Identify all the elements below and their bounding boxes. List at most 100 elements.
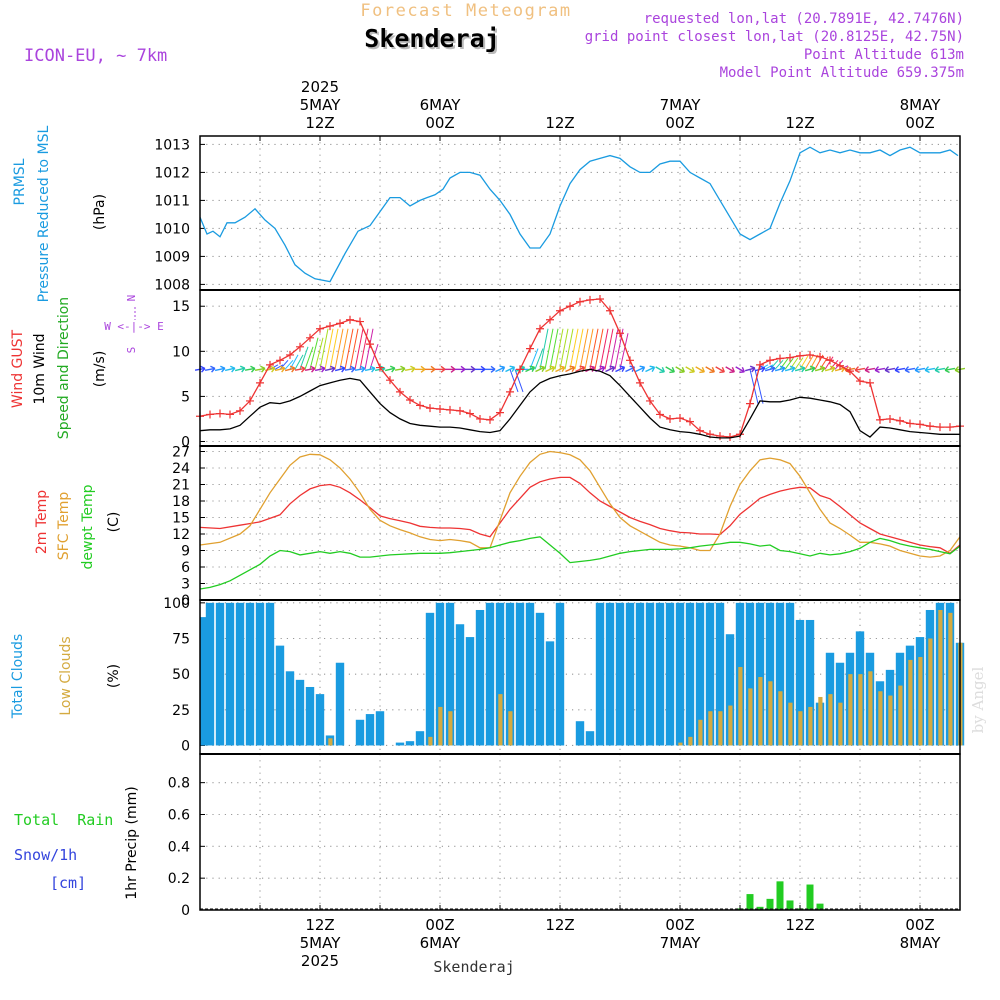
- gust-marker-56: [756, 360, 764, 369]
- ytick-2-7: 21: [172, 478, 190, 494]
- gust-marker-23: [426, 404, 434, 413]
- wind-dir-arrow-head-76: [954, 366, 960, 374]
- wind-dir-arrow-head-40: [599, 365, 606, 372]
- low-cloud-bar-57: [768, 681, 773, 746]
- gust-marker-18: [376, 363, 384, 372]
- wind-dir-arrow-head-21: [410, 365, 416, 373]
- low-cloud-bar-75: [948, 612, 953, 746]
- gust-marker-11: [306, 333, 314, 342]
- wind-dir-arrow-shaft-14: [334, 367, 346, 372]
- series-line-dewpt-temp: [199, 536, 961, 590]
- wind-dir-arrow-shaft-15: [344, 367, 356, 371]
- gust-marker-24: [436, 405, 444, 414]
- panel-frame-2: [199, 445, 961, 601]
- wind-hatch-0-17: [369, 343, 379, 370]
- wind-hatch-2-58.5: [784, 358, 794, 370]
- wind-hatch-1-39: [589, 328, 599, 370]
- gust-marker-64: [836, 361, 844, 370]
- total-cloud-bar-16: [355, 719, 365, 746]
- gust-marker-74: [936, 423, 944, 432]
- wind-dir-arrow-head-0: [200, 365, 206, 373]
- gust-marker-17: [366, 340, 374, 349]
- gust-marker-37: [566, 302, 574, 311]
- total-cloud-bar-50: [695, 602, 705, 746]
- wind-dir-arrow-head-69: [884, 366, 890, 374]
- total-cloud-bar-27: [465, 637, 475, 746]
- gust-marker-38: [576, 297, 584, 306]
- ytick-2-2: 6: [181, 560, 190, 576]
- total-cloud-bar-22: [415, 731, 425, 746]
- wind-dir-arrow-12: [314, 365, 326, 373]
- ytick-2-1: 3: [181, 577, 190, 593]
- wind-dir-arrow-68: [874, 366, 886, 374]
- wind-dir-arrow-shaft-38: [575, 366, 585, 373]
- low-cloud-bar-59: [788, 702, 793, 746]
- gust-marker-68: [876, 415, 884, 424]
- ytick-3-3: 75: [172, 632, 190, 648]
- wind-hatch-0-12.5: [324, 328, 334, 370]
- gust-marker-19: [386, 376, 394, 385]
- wind-dir-arrow-shaft-10: [294, 367, 306, 371]
- rain-bar-1: [746, 894, 754, 910]
- series-line-10m-wind: [199, 368, 960, 439]
- plot-layer: 1008100910101011101210130510150369121518…: [154, 78, 966, 970]
- low-cloud-bar-31: [508, 711, 513, 746]
- wind-dir-arrow-20: [394, 365, 406, 373]
- wind-hatch-0-9.5: [294, 354, 304, 370]
- time-bottom-0-1: 5MAY: [300, 934, 342, 952]
- low-cloud-bar-56: [758, 677, 763, 746]
- panel-1: 0 5 10 15: [172, 289, 966, 450]
- wind-hatch-0-15.5: [354, 328, 364, 370]
- wind-dir-arrow-head-68: [874, 366, 880, 374]
- low-cloud-bar-51: [708, 711, 713, 746]
- ytick-3-1: 25: [172, 703, 190, 719]
- wind-dir-arrow-head-54: [739, 366, 745, 374]
- wind-dir-arrow-head-44: [639, 365, 646, 372]
- total-cloud-bar-8: [275, 645, 285, 746]
- total-cloud-bar-29: [485, 602, 495, 746]
- gust-marker-42: [616, 329, 624, 338]
- gust-marker-27: [466, 409, 474, 418]
- wind-dir-arrow-45: [645, 365, 656, 373]
- panel-frame-0: [199, 135, 961, 291]
- low-cloud-bar-64: [838, 702, 843, 746]
- wind-dir-arrow-shaft-62: [814, 367, 826, 372]
- low-cloud-bar-61: [808, 706, 813, 746]
- wind-dir-arrow-head-50: [699, 366, 705, 374]
- wind-dir-arrow-shaft-9: [284, 367, 296, 372]
- time-bottom-3-1: 7MAY: [660, 934, 702, 952]
- label-percent: (%): [106, 664, 122, 688]
- time-top-5-1: 00Z: [905, 114, 934, 132]
- wind-dir-arrow-head-56: [759, 365, 766, 373]
- wind-dir-arrow-shaft-51: [705, 366, 715, 373]
- wind-dir-arrow-head-4: [239, 365, 246, 373]
- wind-dir-arrow-head-57: [769, 365, 776, 373]
- panel-3: 0 25 50 75 100: [163, 596, 965, 755]
- wind-hatch-1-41: [609, 328, 619, 370]
- wind-hatch-0-8: [279, 360, 289, 370]
- time-bottom-1-0: 00Z: [425, 916, 454, 934]
- forecast-title: Forecast Meteogram: [360, 1, 571, 21]
- gust-marker-54: [736, 430, 744, 439]
- wind-dir-arrow-shaft-60: [794, 367, 806, 372]
- gust-marker-72: [916, 420, 924, 429]
- gust-marker-8: [276, 356, 284, 365]
- wind-dir-arrow-shaft-16: [354, 367, 366, 371]
- gust-marker-45: [646, 396, 654, 405]
- wind-dir-arrow-shaft-49: [685, 366, 695, 373]
- wind-dir-arrow-head-34: [539, 365, 546, 372]
- wind-dir-arrow-shaft-67: [864, 367, 876, 371]
- wind-dir-arrow-head-26: [460, 365, 466, 373]
- wind-dir-arrow-shaft-46: [655, 366, 665, 373]
- wind-dir-arrow-shaft-17: [364, 367, 376, 372]
- low-cloud-bar-13: [328, 738, 333, 746]
- low-cloud-bar-70: [898, 685, 903, 746]
- wind-dir-arrow-head-60: [799, 365, 806, 373]
- low-cloud-bar-65: [848, 674, 853, 746]
- wind-dir-arrow-shaft-56: [754, 367, 766, 372]
- wind-dir-arrow-59: [784, 365, 796, 373]
- wind-hatch-1-31.5: [514, 369, 524, 393]
- gust-marker-33: [526, 344, 534, 353]
- wind-hatch-1-31: [509, 369, 519, 393]
- wind-dir-arrow-shaft-6: [254, 367, 266, 371]
